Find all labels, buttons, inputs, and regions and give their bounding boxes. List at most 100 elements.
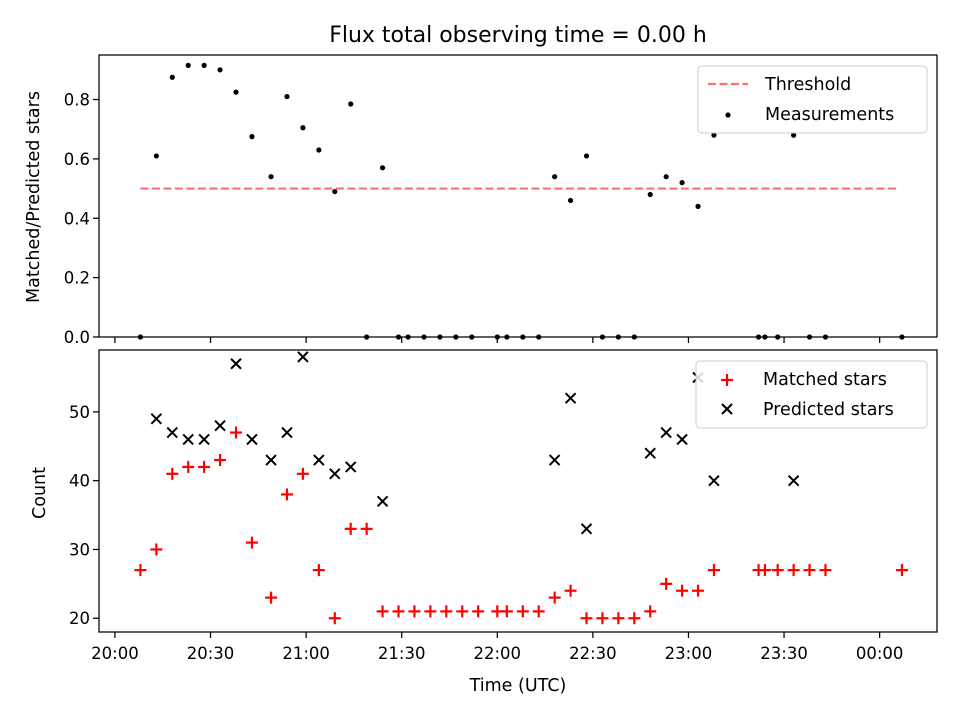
measurement-point [268,174,274,180]
measurement-point [711,132,717,138]
x-tick-label: 00:00 [856,644,904,663]
predicted-star-point [660,426,672,439]
matched-star-point [564,584,577,597]
count-panel: Count Time (UTC) 20 30 40 50 20:00 20:30 21:00… [30,349,938,696]
x-tick-label: 20:30 [187,644,235,663]
measurement-point [316,147,322,153]
bottom-legend: Matched stars Predicted stars [695,360,928,429]
predicted-star-point [787,474,800,487]
top-legend: Threshold Measurements [697,65,928,134]
measurement-point [679,180,685,186]
predicted-star-point [214,419,226,432]
matched-stars-legend-swatch [721,374,733,386]
matched-star-point [707,564,720,577]
matched-star-point [787,564,800,577]
bottom-y-tick-label: 30 [69,540,90,559]
top-y-tick-label: 0.4 [64,209,90,228]
matched-star-point [230,426,243,439]
matched-star-point [280,488,293,501]
x-tick-label: 22:00 [474,644,522,663]
bottom-y-axis-label: Count [30,467,50,519]
matched-star-point [312,564,325,577]
measurement-point [379,165,386,171]
matched-star-point [692,584,705,597]
matched-star-point [265,591,278,604]
measurement-point [185,62,191,68]
matched-star-point [596,612,609,625]
ratio-panel: Flux total observing time = 0.00 h Match… [24,23,938,347]
matched-star-point [344,522,357,535]
predicted-star-point [564,392,577,404]
measurements-legend-label: Measurements [765,105,894,125]
matched-star-point [296,467,309,480]
predicted-star-point [580,523,593,535]
matched-star-point [819,564,832,577]
matched-star-point [580,612,593,625]
measurement-point [663,174,669,180]
predicted-stars-legend-label: Predicted stars [763,400,894,420]
predicted-star-point [166,426,178,439]
measurement-point [169,74,175,80]
matched-star-point [214,454,227,467]
predicted-star-point [644,447,656,459]
measurements-legend-swatch [725,112,731,118]
measurement-point [153,153,159,159]
top-y-tick-label: 0.6 [64,150,90,169]
matched-star-point [376,605,389,618]
top-y-tick-label: 0.2 [64,269,90,288]
matched-star-point [245,536,258,549]
matched-star-point [440,605,453,618]
matched-star-point [182,460,195,473]
measurement-point [567,197,574,204]
predicted-star-point [345,461,357,473]
matched-star-point [516,605,529,618]
matched-star-point [758,564,771,577]
predicted-star-point [297,351,309,363]
matched-star-point [472,605,485,618]
matched-star-point [392,605,405,618]
predicted-star-point [150,413,163,425]
measurement-point [300,125,306,131]
x-tick-label: 21:00 [282,644,330,663]
matched-star-point [408,605,421,618]
measurement-point [348,101,354,107]
x-tick-label: 23:30 [760,644,808,663]
measurement-point [217,67,223,73]
measurement-point [284,93,290,100]
predicted-stars-legend-swatch [721,403,733,415]
matched-star-point [676,584,689,597]
predicted-star-point [182,433,194,446]
matched-star-point [500,605,513,618]
predicted-star-point [313,454,325,466]
x-axis-label: Time (UTC) [469,676,567,696]
measurement-point [695,203,701,209]
x-tick-label: 21:30 [378,644,426,663]
predicted-star-point [230,358,242,370]
top-y-axis-label: Matched/Predicted stars [24,91,44,303]
predicted-star-point [676,433,688,446]
matched-star-point [456,605,469,618]
matched-star-point [134,564,147,577]
measurement-point [201,62,207,68]
measurement-point [233,89,239,95]
matched-star-point [166,467,179,480]
chart-title: Flux total observing time = 0.00 h [329,23,707,48]
matched-star-point [150,543,163,556]
bottom-y-tick-label: 20 [69,609,90,628]
top-y-tick-label: 0.0 [64,328,90,347]
predicted-star-point [246,433,258,446]
measurement-point [552,174,558,180]
matched-star-point [548,591,561,604]
matched-stars-legend-label: Matched stars [763,370,887,390]
predicted-star-point [708,474,720,487]
matched-star-point [532,605,545,618]
x-tick-label: 22:30 [569,644,617,663]
x-tick-label: 23:00 [665,644,713,663]
predicted-star-point [265,454,277,466]
bottom-plot-frame [98,349,938,633]
bottom-y-tick-label: 50 [69,403,90,422]
matched-star-point [803,564,816,577]
matched-star-point [895,564,908,577]
x-tick-label: 20:00 [91,644,139,663]
